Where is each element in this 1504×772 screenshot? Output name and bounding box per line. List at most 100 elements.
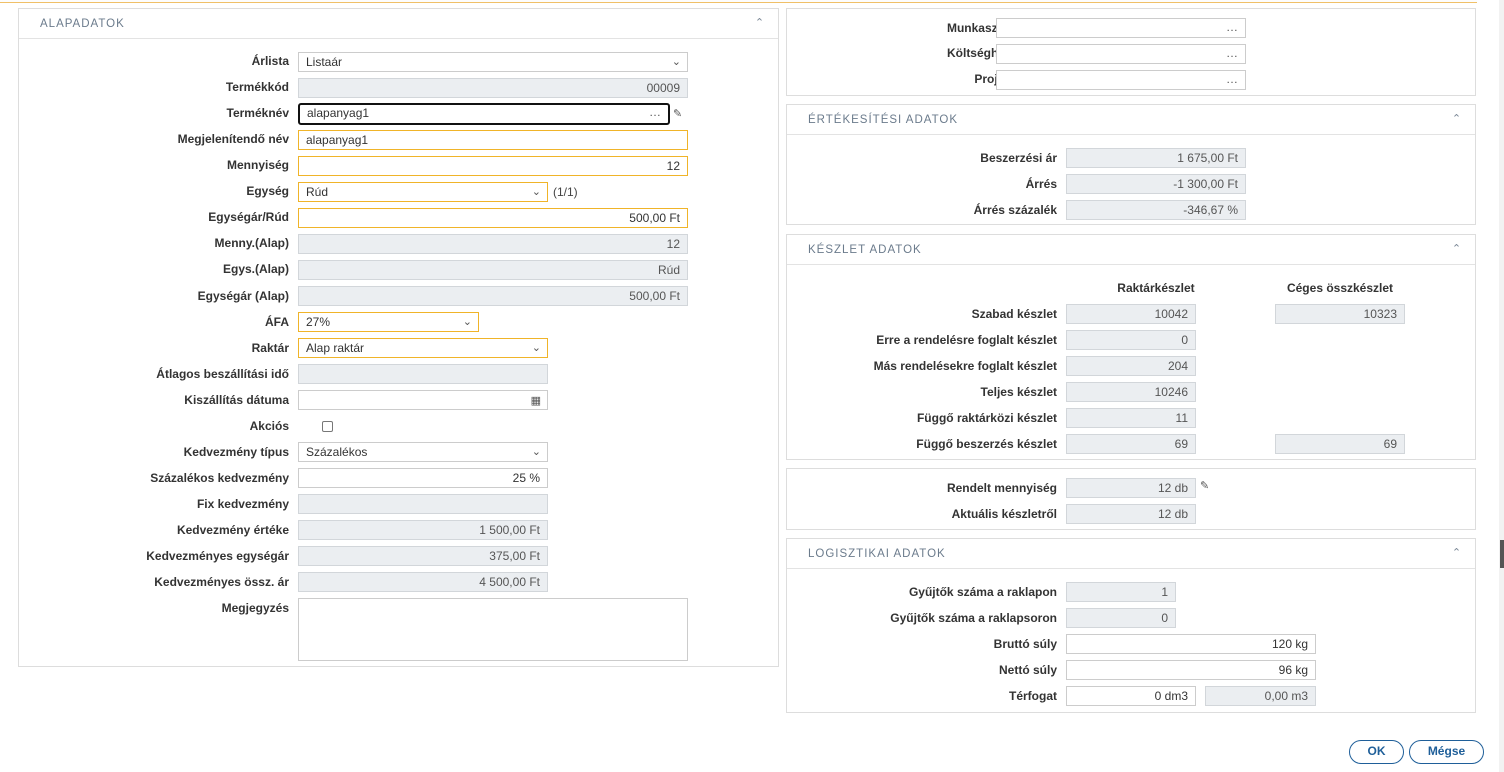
section-title: LOGISZTIKAI ADATOK — [808, 548, 946, 560]
ellipsis-icon[interactable]: … — [1226, 72, 1239, 86]
netto-label: Nettó súly — [998, 663, 1057, 677]
terfogat-label: Térfogat — [1009, 689, 1057, 703]
munkaszam-input[interactable]: … — [996, 18, 1246, 38]
kiszallitas-input[interactable]: ▦ — [298, 390, 548, 410]
brutto-input[interactable]: 120 kg — [1066, 634, 1316, 654]
chevron-down-icon: ⌄ — [462, 316, 472, 328]
termeknev-value: alapanyag1 — [307, 106, 370, 120]
kedv-ossz-field: 4 500,00 Ft — [298, 572, 548, 592]
keszlet-header[interactable]: KÉSZLET ADATOK ⌃ — [787, 235, 1475, 265]
keszlet-raktar-value: 69 — [1066, 434, 1196, 454]
termeknev-label: Terméknév — [226, 106, 289, 120]
ellipsis-icon[interactable]: … — [649, 105, 662, 119]
cancel-button[interactable]: Mégse — [1409, 740, 1484, 764]
keszlet-row-label: Erre a rendelésre foglalt készlet — [876, 333, 1057, 347]
afa-select[interactable]: 27% ⌄ — [298, 312, 479, 332]
raktar-select[interactable]: Alap raktár ⌄ — [298, 338, 548, 358]
afa-label: ÁFA — [265, 315, 289, 329]
kiszallitas-label: Kiszállítás dátuma — [184, 393, 289, 407]
top-bar — [0, 0, 1477, 3]
section-title: ÉRTÉKESÍTÉSI ADATOK — [808, 114, 959, 126]
kedv-egysegar-label: Kedvezményes egységár — [146, 549, 289, 563]
egyseg-select[interactable]: Rúd ⌄ — [298, 182, 548, 202]
beszerzesi-ar-label: Beszerzési ár — [980, 151, 1057, 165]
termekkod-field: 00009 — [298, 78, 688, 98]
afa-value: 27% — [306, 315, 331, 329]
chevron-down-icon: ⌄ — [671, 56, 681, 68]
raktar-value: Alap raktár — [306, 341, 365, 355]
koltseghely-input[interactable]: … — [996, 44, 1246, 64]
projekt-input[interactable]: … — [996, 70, 1246, 90]
ceges-osszkeszlet-column-header: Céges összkészlet — [1286, 281, 1394, 295]
egys-alap-label: Egys.(Alap) — [222, 262, 289, 276]
kedv-erteke-field: 1 500,00 Ft — [298, 520, 548, 540]
akcios-checkbox[interactable] — [322, 421, 333, 432]
keszlet-row-label: Függő raktárközi készlet — [916, 411, 1057, 425]
egys-alap-field: Rúd — [298, 260, 688, 280]
keszlet-ceges-value: 69 — [1275, 434, 1405, 454]
arres-field: -1 300,00 Ft — [1066, 174, 1246, 194]
ellipsis-icon[interactable]: … — [1226, 46, 1239, 60]
megjelenitendo-label: Megjelenítendő név — [177, 132, 289, 146]
chevron-up-icon[interactable]: ⌃ — [1451, 547, 1463, 559]
keszlet-row-label: Más rendelésekre foglalt készlet — [873, 359, 1057, 373]
kedv-tipus-select[interactable]: Százalékos ⌄ — [298, 442, 548, 462]
arlista-select[interactable]: Listaár ⌄ — [298, 52, 688, 72]
chevron-down-icon: ⌄ — [531, 446, 541, 458]
chevron-down-icon: ⌄ — [531, 186, 541, 198]
termeknev-input[interactable]: alapanyag1 … — [298, 103, 670, 125]
terfogat-input[interactable]: 0 dm3 — [1066, 686, 1196, 706]
kedv-tipus-value: Százalékos — [306, 445, 368, 459]
calendar-icon[interactable]: ▦ — [530, 395, 541, 407]
rendelt-menny-field: 12 db — [1066, 478, 1196, 498]
chevron-up-icon[interactable]: ⌃ — [1451, 113, 1463, 125]
edit-icon[interactable]: ✎ — [1200, 480, 1210, 492]
beszerzesi-ar-field: 1 675,00 Ft — [1066, 148, 1246, 168]
logisztikai-panel: LOGISZTIKAI ADATOK ⌃ — [786, 538, 1476, 713]
edit-icon[interactable]: ✎ — [673, 108, 683, 120]
arres-szazalek-label: Árrés százalék — [973, 203, 1057, 217]
rendelt-menny-label: Rendelt mennyiség — [946, 481, 1057, 495]
kedv-tipus-label: Kedvezmény típus — [183, 445, 289, 459]
megjegyzes-textarea[interactable] — [298, 598, 688, 661]
keszlet-row-label: Függő beszerzés készlet — [916, 437, 1057, 451]
keszlet-row-label: Teljes készlet — [980, 385, 1058, 399]
mennyiseg-input[interactable]: 12 — [298, 156, 688, 176]
beszallitasi-ido-label: Átlagos beszállítási idő — [156, 367, 289, 381]
chevron-up-icon[interactable]: ⌃ — [1451, 243, 1463, 255]
szazalekos-kedv-input[interactable]: 25 % — [298, 468, 548, 488]
ertekesitesi-header[interactable]: ÉRTÉKESÍTÉSI ADATOK ⌃ — [787, 105, 1475, 135]
beszallitasi-ido-field — [298, 364, 548, 384]
edge-marker — [1500, 540, 1504, 568]
megjegyzes-label: Megjegyzés — [221, 601, 289, 615]
netto-input[interactable]: 96 kg — [1066, 660, 1316, 680]
egyseg-label: Egység — [246, 184, 289, 198]
gyujtok-raklapsor-label: Gyűjtők száma a raklapsoron — [890, 611, 1057, 625]
brutto-label: Bruttó súly — [993, 637, 1057, 651]
raktar-label: Raktár — [251, 341, 289, 355]
arres-szazalek-field: -346,67 % — [1066, 200, 1246, 220]
chevron-up-icon[interactable]: ⌃ — [754, 17, 766, 29]
arres-label: Árrés — [1025, 177, 1057, 191]
ok-button[interactable]: OK — [1349, 740, 1404, 764]
fix-kedv-field — [298, 494, 548, 514]
egysegar-alap-field: 500,00 Ft — [298, 286, 688, 306]
alapadatok-header[interactable]: ALAPADATOK ⌃ — [19, 9, 778, 39]
termekkod-label: Termékkód — [225, 80, 289, 94]
egysegar-alap-label: Egységár (Alap) — [197, 289, 289, 303]
ellipsis-icon[interactable]: … — [1226, 20, 1239, 34]
section-title: KÉSZLET ADATOK — [808, 244, 922, 256]
arlista-value: Listaár — [306, 55, 343, 69]
keszlet-raktar-value: 10246 — [1066, 382, 1196, 402]
menny-alap-label: Menny.(Alap) — [214, 236, 289, 250]
keszlet-raktar-value: 11 — [1066, 408, 1196, 428]
keszlet-raktar-value: 10042 — [1066, 304, 1196, 324]
megjelenitendo-input[interactable]: alapanyag1 — [298, 130, 688, 150]
kedv-egysegar-field: 375,00 Ft — [298, 546, 548, 566]
section-title: ALAPADATOK — [40, 18, 125, 30]
terfogat-m3-field: 0,00 m3 — [1205, 686, 1316, 706]
egysegar-input[interactable]: 500,00 Ft — [298, 208, 688, 228]
logisztikai-header[interactable]: LOGISZTIKAI ADATOK ⌃ — [787, 539, 1475, 569]
mennyiseg-label: Mennyiség — [226, 158, 289, 172]
keszlet-row-label: Szabad készlet — [971, 307, 1057, 321]
